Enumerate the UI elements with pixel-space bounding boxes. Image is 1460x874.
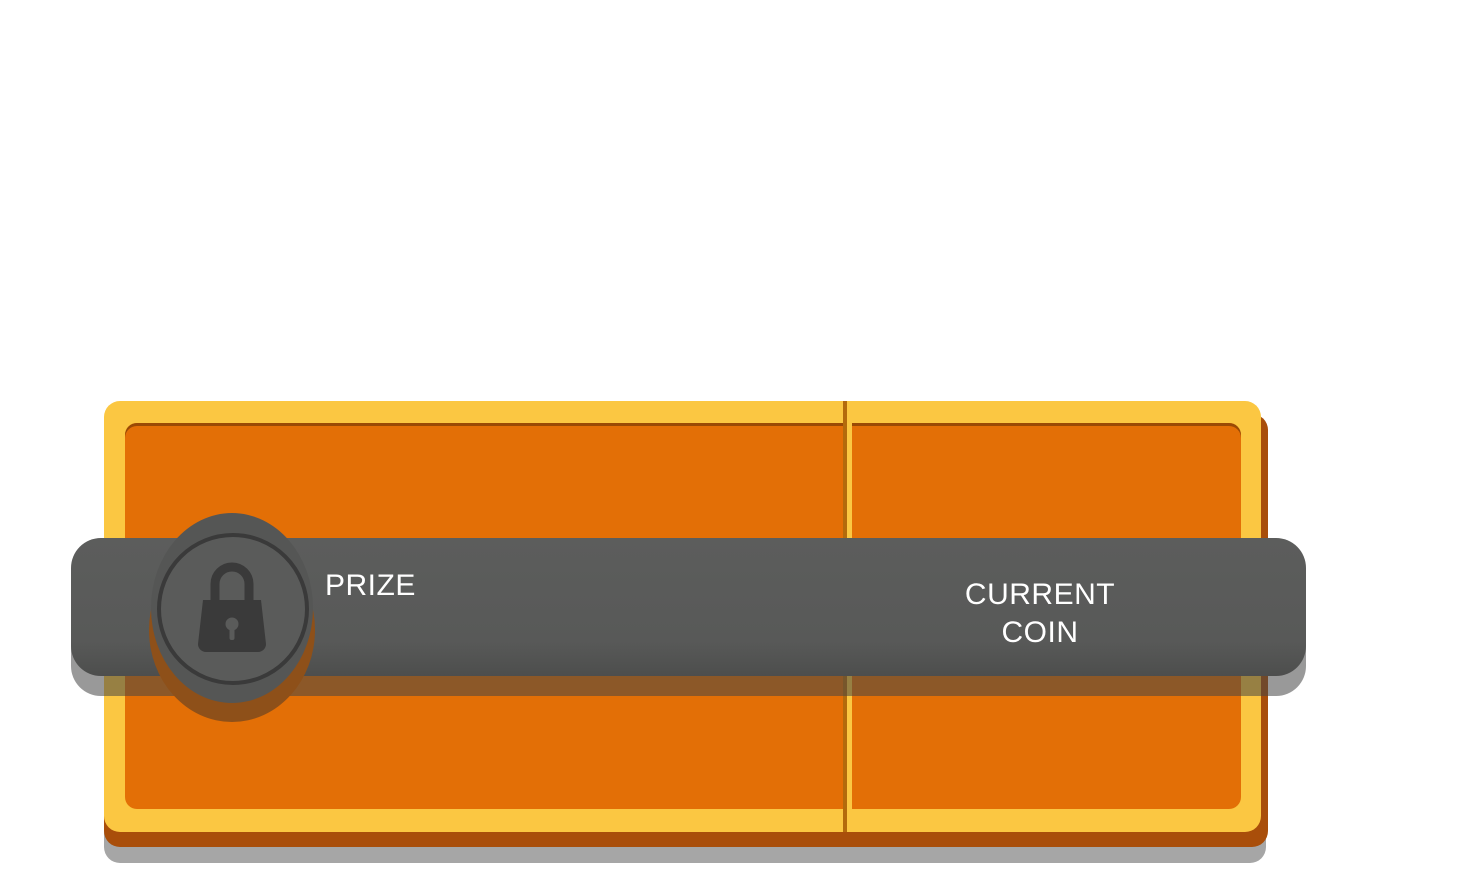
current-coin-label-line2: COIN <box>1001 616 1079 649</box>
current-coin-label-line1: CURRENT <box>964 578 1116 611</box>
current-coin-label: CURRENT COIN <box>940 576 1140 652</box>
prize-label: PRIZE <box>325 569 416 602</box>
lock-icon <box>195 560 269 654</box>
